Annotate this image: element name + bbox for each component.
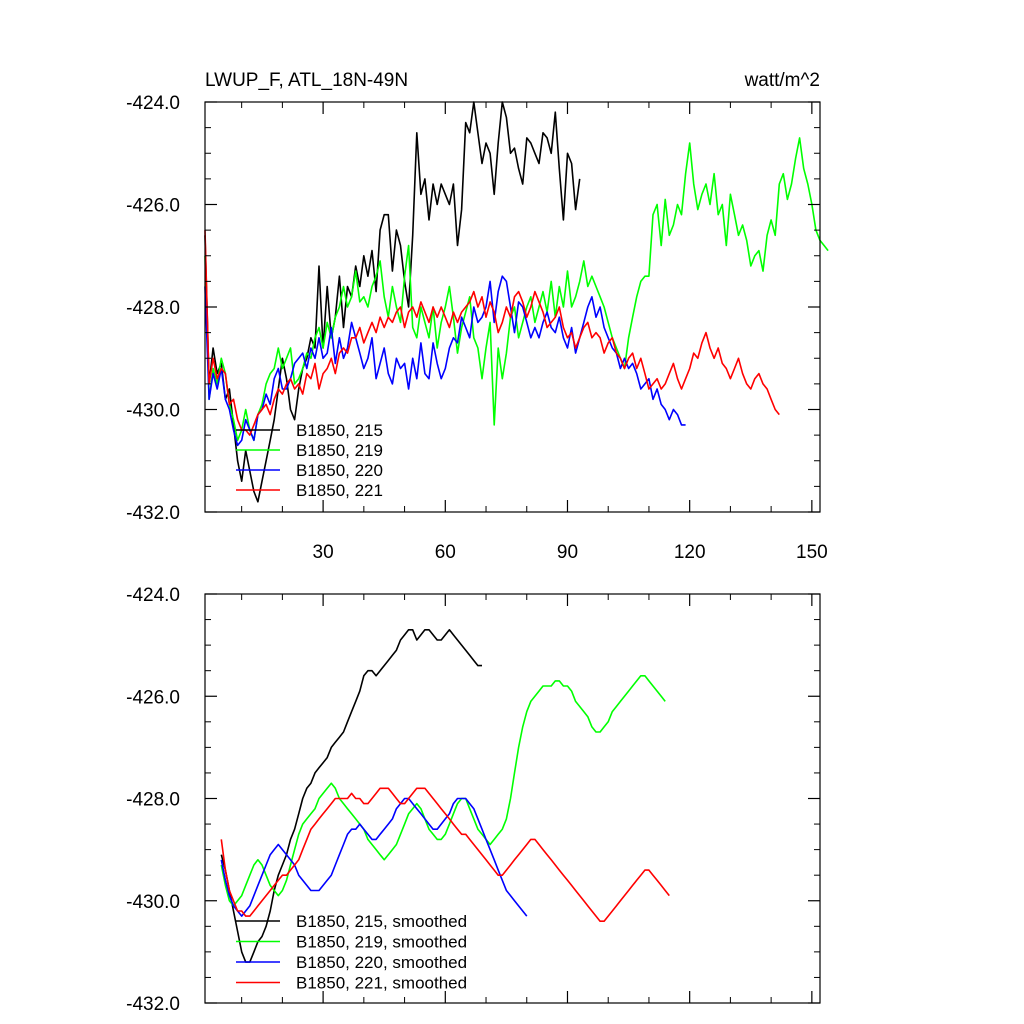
legend-label-3: B1850, 221 — [296, 481, 383, 500]
series-line-2 — [204, 275, 686, 447]
legend-label-2: B1850, 220, smoothed — [296, 953, 467, 972]
ytick-label: -432.0 — [126, 994, 180, 1015]
xtick-label: 120 — [674, 542, 706, 563]
ytick-label: -424.0 — [126, 93, 180, 114]
ytick-label: -432.0 — [126, 503, 180, 524]
legend-label-2: B1850, 220 — [296, 461, 383, 480]
legend-label-1: B1850, 219 — [296, 441, 383, 460]
ytick-label: -428.0 — [126, 790, 180, 811]
xtick-label: 90 — [557, 542, 578, 563]
bottom-panel: -424.0 -426.0 -428.0 -430.0 -432.0 B1850, 21… — [126, 585, 821, 1015]
legend-label-3: B1850, 221, smoothed — [296, 974, 467, 993]
series-line-2 — [220, 797, 528, 917]
series-line-3 — [220, 787, 670, 923]
ytick-label: -430.0 — [126, 892, 180, 913]
series-line-0 — [220, 628, 482, 963]
units-label: watt/m^2 — [744, 70, 820, 91]
top-axes: -424.0 -426.0 -428.0 -430.0 -432.0 30 60 90 120 1… — [126, 93, 828, 563]
legend-label-0: B1850, 215, smoothed — [296, 912, 467, 931]
series-line-3 — [204, 230, 780, 436]
bottom-series-layer — [220, 628, 670, 963]
legend-label-1: B1850, 219, smoothed — [296, 933, 467, 952]
plot-title: LWUP_F, ATL_18N-49N — [205, 70, 408, 91]
bottom-axes: -424.0 -426.0 -428.0 -430.0 -432.0 — [126, 585, 821, 1015]
ytick-label: -426.0 — [126, 196, 180, 217]
bottom-legend: B1850, 215, smoothed B1850, 219, smoothed… — [236, 912, 467, 993]
top-series-layer — [204, 101, 829, 503]
series-line-1 — [220, 674, 666, 907]
xtick-label: 60 — [435, 542, 456, 563]
ytick-label: -428.0 — [126, 298, 180, 319]
ytick-label: -424.0 — [126, 585, 180, 606]
series-line-0 — [204, 101, 581, 503]
top-panel: -424.0 -426.0 -428.0 -430.0 -432.0 30 60 90 120 1… — [126, 93, 829, 563]
ytick-label: -430.0 — [126, 401, 180, 422]
ytick-label: -426.0 — [126, 687, 180, 708]
xtick-label: 30 — [313, 542, 334, 563]
legend-label-0: B1850, 215 — [296, 421, 383, 440]
xtick-label: 150 — [796, 542, 828, 563]
